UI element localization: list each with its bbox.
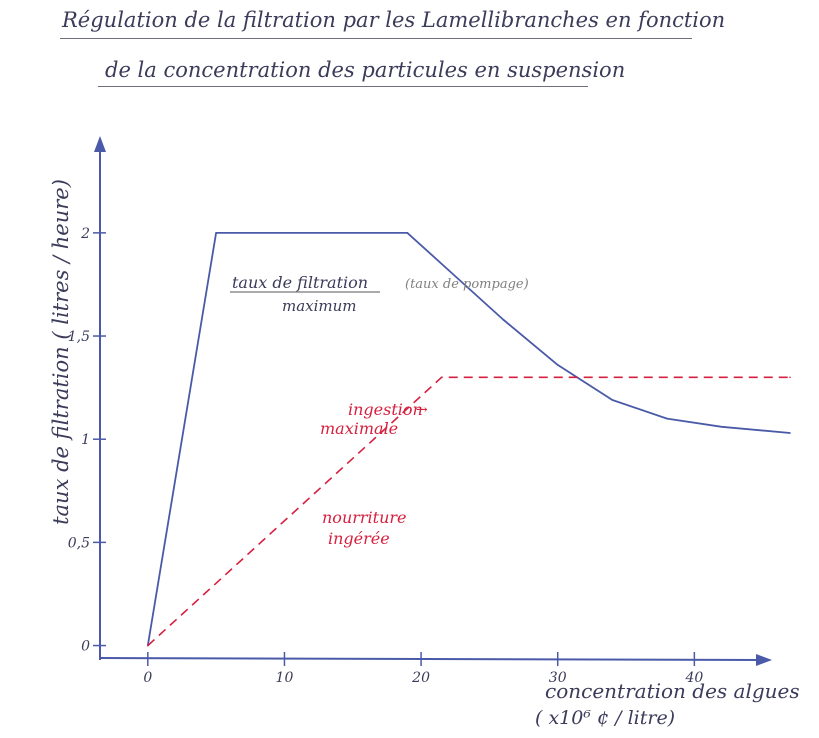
filtration-point-3	[447, 269, 450, 271]
chart-title-line1: Régulation de la filtration par les Lame…	[62, 8, 726, 32]
annotation-max-ingestion-arrow: →	[416, 402, 428, 418]
x-axis-label-line1: concentration des algues	[545, 679, 800, 703]
filtration-point-6	[611, 399, 614, 401]
chart-title-line2: de la concentration des particules en su…	[105, 58, 626, 82]
series-ingestion-line	[147, 376, 790, 647]
x-axis-label-line2: ( x10⁶ ¢ / litre)	[535, 707, 675, 729]
y-tick-label-1: 0,5	[68, 535, 90, 551]
filtration-point-4	[502, 318, 504, 321]
annotation-max-ingestion-line1: ingestion	[348, 400, 423, 419]
filtration-point-7	[666, 417, 668, 420]
title-underline-1	[60, 38, 692, 39]
filtration-point-5	[556, 364, 559, 366]
x-tick-label-1: 10	[276, 670, 294, 686]
title-underline-2	[98, 86, 588, 87]
filtration-point-2	[406, 232, 409, 234]
filtration-point-9	[789, 432, 791, 434]
ingestion-point-2	[789, 376, 791, 379]
filtration-point-8	[720, 426, 723, 428]
x-tick-label-2: 20	[411, 670, 430, 686]
x-axis	[99, 657, 766, 661]
annotation-max-filtration-line2: maximum	[282, 297, 357, 315]
x-tick-label-3: 30	[549, 670, 567, 686]
annotation-max-filtration-line1: taux de filtration	[232, 273, 368, 292]
y-axis-arrow	[94, 136, 106, 152]
annotation-max-ingestion-line2: maximale	[320, 419, 398, 438]
x-tick-label-0: 0	[143, 670, 152, 686]
y-axis-label: taux de filtration ( litres / heure)	[49, 179, 73, 525]
y-tick-label-0: 0	[81, 639, 90, 655]
annotation-pumping: (taux de pompage)	[405, 277, 529, 292]
series-filtration-line	[146, 232, 791, 646]
y-tick-label-3: 1,5	[68, 329, 90, 345]
ingestion-point-0	[147, 644, 149, 647]
filtration-point-1	[215, 232, 217, 234]
x-axis-arrow	[756, 654, 772, 666]
y-tick-label-2: 1	[81, 432, 90, 448]
annotation-food-line2: ingérée	[328, 529, 390, 548]
annotation-food-line1: nourriture	[322, 508, 407, 527]
ingestion-point-1	[440, 376, 443, 379]
y-tick-label-4: 2	[80, 226, 90, 242]
x-tick-label-4: 40	[684, 670, 703, 686]
